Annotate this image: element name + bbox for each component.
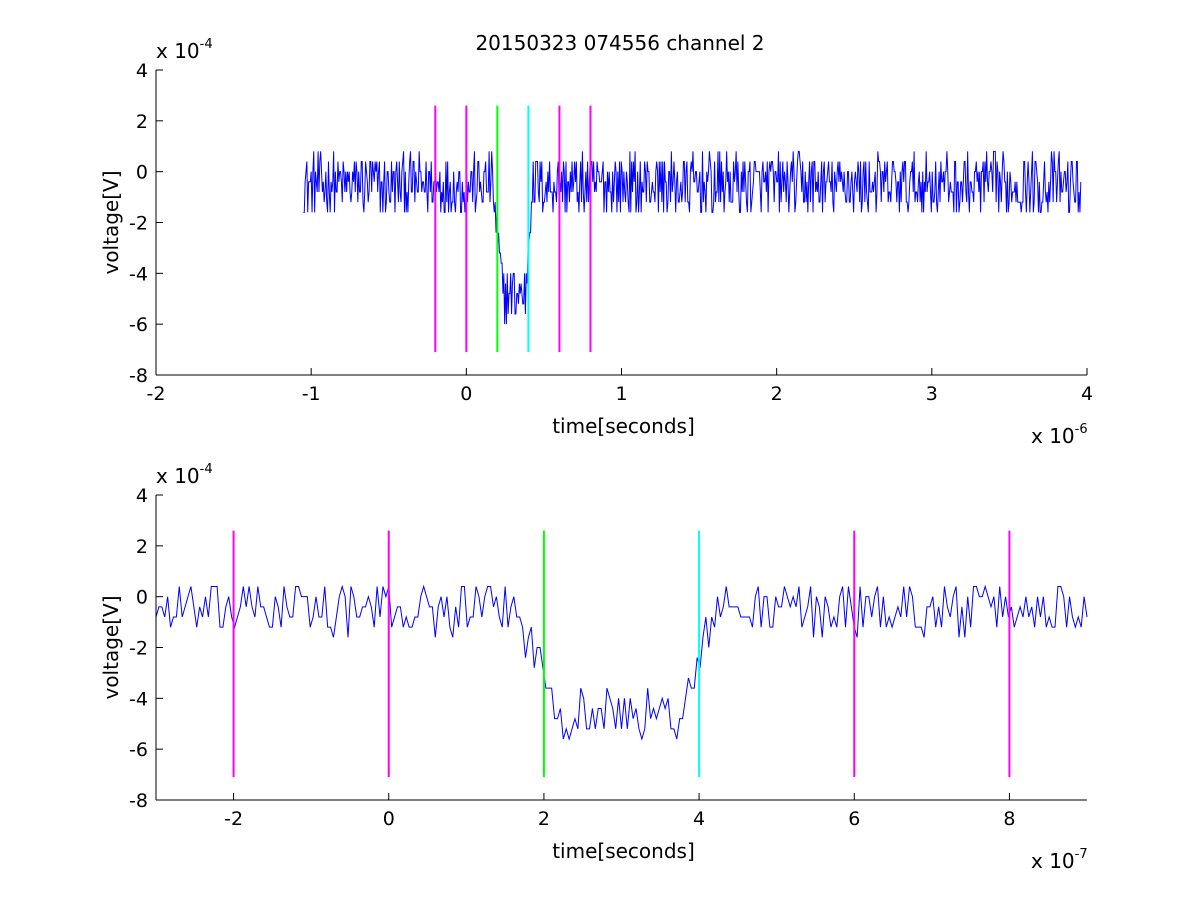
chart-title: 20150323 074556 channel 2 xyxy=(475,31,764,55)
x-tick-label: 4 xyxy=(693,808,705,830)
y-tick-label: 4 xyxy=(136,485,148,507)
top-panel: -2 -1 0 1 2 3 4 -8 -6 -4 -2 0 2 4 time[seconds] voltage… xyxy=(99,37,1093,448)
y-tick-label: -4 xyxy=(129,263,148,285)
bottom-panel: -2 0 2 4 6 8 -8 -6 -4 -2 0 2 4 time[seconds] voltage[V… xyxy=(99,462,1088,873)
y-tick-label: -2 xyxy=(129,213,148,235)
signal-trace-0 xyxy=(155,584,1088,741)
x-tick-label: 0 xyxy=(460,383,472,405)
x-tick-label: -2 xyxy=(224,808,243,830)
y-axis-label: voltage[V] xyxy=(99,595,123,699)
y-tick-label: -8 xyxy=(129,365,148,387)
y-multiplier: x 10-4 xyxy=(156,37,213,63)
y-tick-label: 2 xyxy=(136,536,148,558)
y-tick-label: 0 xyxy=(136,162,148,184)
x-tick-label: 1 xyxy=(615,383,627,405)
y-axis-label: voltage[V] xyxy=(99,170,123,274)
y-tick-label: -6 xyxy=(129,314,148,336)
x-axis-label: time[seconds] xyxy=(552,839,695,863)
x-tick-label: 0 xyxy=(383,808,395,830)
plot-area xyxy=(156,70,1087,375)
x-tick-label: 2 xyxy=(538,808,550,830)
x-tick-label: 6 xyxy=(848,808,860,830)
y-tick-label: -8 xyxy=(129,790,148,812)
x-tick-label: -1 xyxy=(302,383,321,405)
y-tick-label: 4 xyxy=(136,60,148,82)
y-tick-label: 0 xyxy=(136,587,148,609)
x-multiplier: x 10-7 xyxy=(1031,847,1088,873)
x-tick-label: 3 xyxy=(926,383,938,405)
plot-area xyxy=(156,495,1087,800)
x-multiplier: x 10-6 xyxy=(1031,422,1088,448)
y-tick-label: -6 xyxy=(129,739,148,761)
x-tick-label: 8 xyxy=(1003,808,1015,830)
x-tick-label: -2 xyxy=(147,383,166,405)
y-tick-label: 2 xyxy=(136,111,148,133)
x-axis-label: time[seconds] xyxy=(552,414,695,438)
y-tick-label: -2 xyxy=(129,638,148,660)
y-tick-label: -4 xyxy=(129,688,148,710)
x-tick-label: 2 xyxy=(771,383,783,405)
signal-trace-0 xyxy=(303,150,1082,325)
y-multiplier: x 10-4 xyxy=(156,462,213,488)
x-tick-label: 4 xyxy=(1081,383,1093,405)
